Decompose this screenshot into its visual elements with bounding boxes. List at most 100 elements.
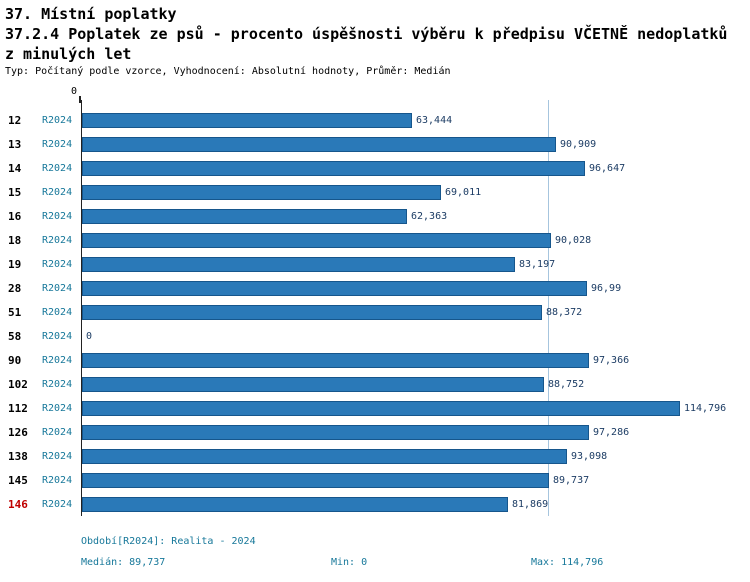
row-value-label: 88,752 — [548, 378, 585, 390]
row-value-label: 97,286 — [593, 426, 630, 438]
row-series-label: R2024 — [42, 450, 73, 462]
row-value-label: 0 — [86, 330, 93, 342]
row-value-label: 88,372 — [546, 306, 583, 318]
row-bar-area: 90,028 — [82, 228, 750, 252]
row-bar — [82, 376, 544, 392]
row-bar — [82, 136, 556, 152]
axis-tick — [79, 96, 81, 103]
row-series-label: R2024 — [42, 258, 73, 270]
axis-zero-label: 0 — [71, 86, 78, 97]
footer-median: Medián: 89,737 — [81, 557, 166, 568]
row-bar — [82, 352, 589, 368]
footer-max: Max: 114,796 — [531, 557, 604, 568]
row-org-number: 102 — [8, 377, 28, 391]
row-org-number: 19 — [8, 257, 22, 271]
row-value-label: 96,647 — [589, 162, 626, 174]
row-bar — [82, 232, 551, 248]
row-series-label: R2024 — [42, 498, 73, 510]
row-bar — [82, 424, 589, 440]
row-org-number: 15 — [8, 185, 22, 199]
row-series-label: R2024 — [42, 210, 73, 222]
chart-row: 12 R2024 63,444 — [0, 108, 750, 132]
row-org-number: 13 — [8, 137, 22, 151]
row-value-label: 62,363 — [411, 210, 448, 222]
row-org-number: 146 — [8, 497, 28, 511]
row-value-label: 81,869 — [512, 498, 549, 510]
bar-chart: 0 12 R2024 63,444 13 R2024 90,909 14 R20… — [0, 86, 750, 518]
chart-row: 146 R2024 81,869 — [0, 492, 750, 516]
row-org-number: 145 — [8, 473, 28, 487]
row-bar-area: 114,796 — [82, 396, 750, 420]
row-bar — [82, 496, 508, 512]
row-series-label: R2024 — [42, 474, 73, 486]
row-bar-area: 89,737 — [82, 468, 750, 492]
row-bar — [82, 160, 585, 176]
page-title: 37. Místní poplatky — [5, 5, 177, 23]
chart-row: 58 R2024 0 — [0, 324, 750, 348]
row-org-number: 12 — [8, 113, 22, 127]
row-bar — [82, 472, 549, 488]
row-series-label: R2024 — [42, 234, 73, 246]
row-bar — [82, 280, 587, 296]
row-value-label: 63,444 — [416, 114, 453, 126]
row-series-label: R2024 — [42, 138, 73, 150]
y-axis-line — [81, 100, 82, 516]
row-bar-area: 81,869 — [82, 492, 750, 516]
row-bar-area: 93,098 — [82, 444, 750, 468]
row-value-label: 83,197 — [519, 258, 556, 270]
row-org-number: 14 — [8, 161, 22, 175]
row-org-number: 138 — [8, 449, 28, 463]
chart-row: 102 R2024 88,752 — [0, 372, 750, 396]
footer-stats: Medián: 89,737 Min: 0 Max: 114,796 — [81, 557, 701, 568]
row-value-label: 93,098 — [571, 450, 608, 462]
row-value-label: 96,99 — [591, 282, 622, 294]
chart-row: 138 R2024 93,098 — [0, 444, 750, 468]
chart-row: 90 R2024 97,366 — [0, 348, 750, 372]
chart-row: 51 R2024 88,372 — [0, 300, 750, 324]
row-series-label: R2024 — [42, 306, 73, 318]
chart-row: 16 R2024 62,363 — [0, 204, 750, 228]
row-series-label: R2024 — [42, 330, 73, 342]
row-value-label: 97,366 — [593, 354, 630, 366]
chart-row: 126 R2024 97,286 — [0, 420, 750, 444]
row-bar — [82, 304, 542, 320]
row-bar-area: 90,909 — [82, 132, 750, 156]
row-bar-area: 96,99 — [82, 276, 750, 300]
row-bar-area: 0 — [82, 324, 750, 348]
chart-row: 13 R2024 90,909 — [0, 132, 750, 156]
row-series-label: R2024 — [42, 282, 73, 294]
row-bar-area: 69,011 — [82, 180, 750, 204]
row-org-number: 126 — [8, 425, 28, 439]
row-org-number: 58 — [8, 329, 22, 343]
report-subtitle: 37.2.4 Poplatek ze psů - procento úspěšn… — [5, 25, 728, 63]
chart-footer: Období[R2024]: Realita - 2024 Medián: 89… — [81, 536, 701, 568]
row-bar-area: 88,752 — [82, 372, 750, 396]
chart-row: 145 R2024 89,737 — [0, 468, 750, 492]
row-org-number: 28 — [8, 281, 22, 295]
chart-row: 15 R2024 69,011 — [0, 180, 750, 204]
row-series-label: R2024 — [42, 426, 73, 438]
row-org-number: 90 — [8, 353, 22, 367]
row-bar-area: 63,444 — [82, 108, 750, 132]
median-line — [548, 100, 549, 516]
row-bar — [82, 208, 407, 224]
row-bar-area: 96,647 — [82, 156, 750, 180]
row-bar — [82, 256, 515, 272]
row-series-label: R2024 — [42, 186, 73, 198]
row-bar — [82, 400, 680, 416]
chart-rows: 12 R2024 63,444 13 R2024 90,909 14 R2024… — [0, 108, 750, 516]
row-bar — [82, 112, 412, 128]
row-value-label: 90,909 — [560, 138, 597, 150]
row-bar-area: 97,366 — [82, 348, 750, 372]
chart-row: 14 R2024 96,647 — [0, 156, 750, 180]
row-org-number: 16 — [8, 209, 22, 223]
chart-row: 19 R2024 83,197 — [0, 252, 750, 276]
row-bar-area: 88,372 — [82, 300, 750, 324]
row-bar-area: 83,197 — [82, 252, 750, 276]
row-org-number: 18 — [8, 233, 22, 247]
row-org-number: 51 — [8, 305, 22, 319]
row-bar — [82, 448, 567, 464]
row-series-label: R2024 — [42, 162, 73, 174]
row-value-label: 89,737 — [553, 474, 590, 486]
